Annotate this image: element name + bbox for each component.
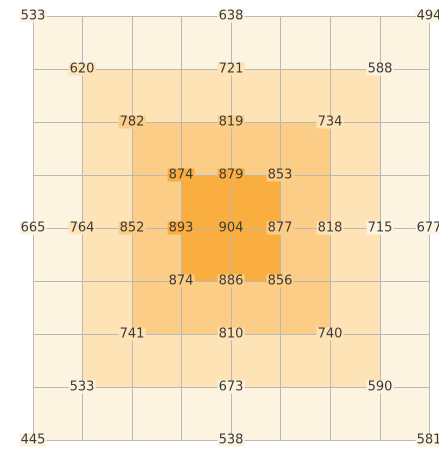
grid-cell (231, 69, 280, 122)
grid-value-label: 715 (366, 220, 394, 236)
grid-cell (82, 387, 132, 440)
grid-cell (181, 228, 231, 281)
grid-cell (280, 281, 330, 334)
grid-cell (280, 228, 330, 281)
grid-cell (181, 281, 231, 334)
grid-value-label: 810 (217, 326, 245, 342)
grid-cell (330, 334, 380, 387)
grid-cell (380, 387, 429, 440)
grid-cell (280, 69, 330, 122)
grid-cell (280, 387, 330, 440)
grid-value-label: 893 (167, 220, 195, 236)
grid-cell (132, 69, 181, 122)
grid-cell (181, 334, 231, 387)
grid-value-label: 764 (68, 220, 96, 236)
grid-cell (181, 69, 231, 122)
grid-cell (231, 281, 280, 334)
grid-cell (33, 175, 82, 228)
grid-cell (33, 16, 82, 69)
grid-cell (181, 387, 231, 440)
grid-cell (231, 228, 280, 281)
grid-cell (231, 122, 280, 175)
grid-value-label: 494 (415, 9, 439, 23)
grid-value-label: 782 (118, 114, 146, 130)
grid-cell (380, 16, 429, 69)
grid-value-label: 721 (217, 61, 245, 77)
grid-cell (181, 122, 231, 175)
grid-cell (231, 334, 280, 387)
grid-cell (330, 281, 380, 334)
grid-value-label: 740 (316, 326, 344, 342)
grid-cell (181, 175, 231, 228)
grid-value-label: 853 (266, 167, 294, 183)
grid-cell (380, 228, 429, 281)
grid-cell (330, 228, 380, 281)
grid-value-label: 734 (316, 114, 344, 130)
grid-cell (380, 122, 429, 175)
grid-cell (280, 334, 330, 387)
grid-value-label: 818 (316, 220, 344, 236)
grid-cell (231, 175, 280, 228)
grid-cell (33, 228, 82, 281)
grid-cell (82, 69, 132, 122)
grid-value-label: 590 (366, 379, 394, 395)
grid-value-label: 904 (217, 220, 245, 236)
grid-value-label: 879 (217, 167, 245, 183)
grid-cell (33, 69, 82, 122)
grid-cell (33, 387, 82, 440)
grid-value-label: 886 (217, 273, 245, 289)
grid-value-label: 677 (415, 221, 439, 235)
grid-value-label: 874 (167, 167, 195, 183)
grid-cell (33, 122, 82, 175)
grid-cell (132, 281, 181, 334)
grid-cell (330, 387, 380, 440)
grid-cell (330, 16, 380, 69)
grid-cell (82, 175, 132, 228)
grid-cell (132, 387, 181, 440)
grid-value-label: 877 (266, 220, 294, 236)
grid-cell (82, 228, 132, 281)
grid-value-label: 533 (19, 8, 47, 24)
grid-cell (380, 69, 429, 122)
grid-cell (132, 16, 181, 69)
grid-cell (380, 175, 429, 228)
grid-value-label: 673 (217, 379, 245, 395)
grid-value-label: 620 (68, 61, 96, 77)
grid-cell (380, 281, 429, 334)
grid-cell (231, 16, 280, 69)
grid-cell (380, 334, 429, 387)
grid-value-label: 819 (217, 114, 245, 130)
grid-cell (280, 175, 330, 228)
grid-cell (82, 16, 132, 69)
grid-cell (82, 122, 132, 175)
grid-value-label: 856 (266, 273, 294, 289)
grid-cell (330, 175, 380, 228)
grid-value-label: 538 (217, 432, 245, 448)
grid-value-label: 874 (167, 273, 195, 289)
grid-cell (132, 175, 181, 228)
grid-value-label: 588 (366, 61, 394, 77)
grid-cell (280, 122, 330, 175)
grid-cell (330, 122, 380, 175)
grid-cell (132, 334, 181, 387)
grid-value-label: 638 (217, 8, 245, 24)
grid-cell (132, 122, 181, 175)
grid-value-label: 741 (118, 326, 146, 342)
grid-cell (82, 281, 132, 334)
grid-cell (33, 281, 82, 334)
grid-cell (181, 16, 231, 69)
grid-value-label: 665 (19, 220, 47, 236)
grid-cell (280, 16, 330, 69)
grid-value-label: 533 (68, 379, 96, 395)
grid-value-label: 852 (118, 220, 146, 236)
grid-cell (231, 387, 280, 440)
grid-value-label: 581 (415, 433, 439, 447)
grid-cell (330, 69, 380, 122)
grid-value-label: 445 (19, 432, 47, 448)
grid-cell (82, 334, 132, 387)
grid-cell (132, 228, 181, 281)
grid-cell (33, 334, 82, 387)
